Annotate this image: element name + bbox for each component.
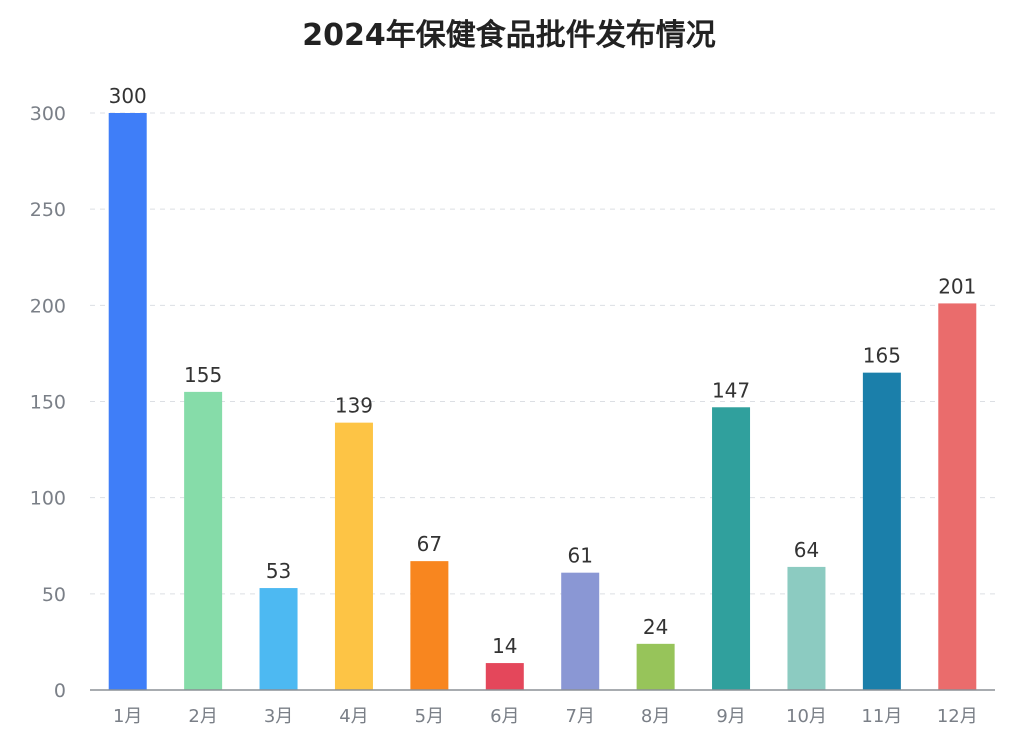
x-tick-label: 11月 bbox=[861, 706, 902, 727]
data-label: 300 bbox=[109, 84, 147, 108]
bar-1 bbox=[108, 113, 147, 690]
x-tick-label: 6月 bbox=[490, 706, 519, 727]
x-axis: 1月 2月 3月 4月 5月 6月 7月 8月 9月 10月 11月 12月 bbox=[90, 689, 995, 727]
data-label: 155 bbox=[184, 363, 222, 387]
x-tick-label: 1月 bbox=[113, 706, 142, 727]
data-label: 165 bbox=[863, 344, 901, 368]
x-tick-label: 9月 bbox=[716, 706, 745, 727]
data-label: 24 bbox=[643, 615, 668, 639]
data-label: 67 bbox=[417, 532, 442, 556]
x-tick-label: 8月 bbox=[641, 706, 670, 727]
x-tick-label: 12月 bbox=[937, 706, 978, 727]
x-tick-label: 10月 bbox=[786, 706, 827, 727]
data-label: 139 bbox=[335, 394, 373, 418]
bar-11 bbox=[862, 372, 901, 690]
x-tick-label: 7月 bbox=[565, 706, 594, 727]
x-tick-label: 4月 bbox=[339, 706, 368, 727]
data-label: 61 bbox=[567, 544, 592, 568]
bar-5 bbox=[410, 561, 449, 690]
y-tick-label: 50 bbox=[42, 584, 66, 606]
bar-6 bbox=[485, 663, 524, 690]
x-tick-label: 5月 bbox=[415, 706, 444, 727]
y-tick-label: 200 bbox=[30, 295, 66, 317]
data-label: 64 bbox=[794, 538, 819, 562]
y-tick-label: 100 bbox=[30, 488, 66, 510]
bar-2 bbox=[184, 391, 223, 690]
bars bbox=[108, 113, 977, 690]
x-tick-label: 3月 bbox=[264, 706, 293, 727]
bar-12 bbox=[938, 303, 977, 690]
y-tick-label: 300 bbox=[30, 103, 66, 125]
bar-8 bbox=[636, 643, 675, 690]
bar-9 bbox=[712, 407, 751, 690]
data-label: 201 bbox=[938, 274, 976, 298]
data-label: 53 bbox=[266, 559, 291, 583]
data-label: 14 bbox=[492, 634, 517, 658]
grid-lines bbox=[90, 112, 995, 595]
y-tick-label: 0 bbox=[54, 680, 66, 702]
bar-10 bbox=[787, 566, 826, 690]
bar-4 bbox=[334, 422, 373, 690]
y-axis: 0 50 100 150 200 250 300 bbox=[30, 103, 66, 702]
y-tick-label: 250 bbox=[30, 199, 66, 221]
chart-title: 2024年保健食品批件发布情况 bbox=[302, 18, 716, 53]
bar-3 bbox=[259, 588, 298, 690]
x-tick-label: 2月 bbox=[188, 706, 217, 727]
y-tick-label: 150 bbox=[30, 392, 66, 414]
data-labels: 300 155 53 139 67 14 61 24 147 64 165 201 bbox=[109, 84, 977, 658]
data-label: 147 bbox=[712, 378, 750, 402]
bar-7 bbox=[561, 572, 600, 690]
